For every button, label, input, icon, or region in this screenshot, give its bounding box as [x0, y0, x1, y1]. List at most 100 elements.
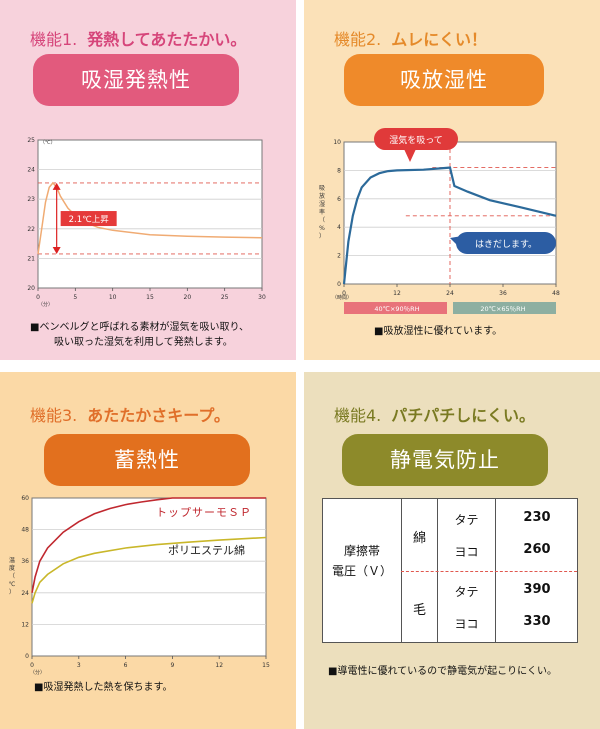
- x-unit-label: （分）: [38, 301, 53, 308]
- condition-bar-1: [344, 302, 447, 314]
- chart-1: 0 5 10 15 20 25 30 20 21 22 23 24 25 （℃） （分） 2.1℃上昇: [27, 137, 266, 308]
- annotation-label: 2.1℃上昇: [69, 215, 110, 225]
- y-axis-label-char: 度: [9, 564, 15, 572]
- y-tick-label: 6: [337, 196, 341, 203]
- panel-4-badge: 静電気防止: [342, 434, 548, 486]
- legend-label-top-thermo: トップサーモＳＰ: [156, 506, 252, 519]
- x-tick-label: 3: [77, 662, 81, 669]
- panel-2-note: ■吸放湿性に優れています。: [374, 324, 502, 339]
- panel-absorb-release: 機能2. ムレにくい！ 吸放湿性 0 12 24 36 48 0 2 4 6 8 10 吸放湿率（%）（…: [304, 0, 600, 360]
- y-tick-label: 8: [337, 167, 341, 174]
- panel-2-badge: 吸放湿性: [344, 54, 544, 106]
- panel-3-subtitle: あたたかさキープ。: [87, 406, 230, 425]
- table-value-wool-yoko: 330: [523, 614, 551, 629]
- panel-3-note: ■吸湿発熱した熱を保ちます。: [34, 680, 172, 695]
- panel-1-subtitle: 発熱してあたたかい。: [87, 30, 247, 49]
- x-tick-label: 0: [30, 662, 34, 669]
- y-axis-label-char: （: [9, 573, 15, 580]
- panel-2-heading: 機能2. ムレにくい！: [334, 26, 487, 50]
- y-unit-label: （℃）: [40, 140, 56, 146]
- x-tick-label: 0: [342, 290, 346, 297]
- table-material-cotton: 綿: [412, 531, 426, 546]
- table-row-header-line-2: 電圧（Ｖ）: [331, 564, 392, 578]
- bubble-absorb: [374, 128, 458, 150]
- y-tick-label: 12: [21, 621, 29, 628]
- panel-1-note-line-2: 吸い取った湿気を利用して発熱します。: [54, 337, 233, 348]
- x-tick-label: 25: [221, 294, 229, 301]
- x-tick-label: 10: [109, 294, 117, 301]
- table-row-header: 摩擦帯 電圧（Ｖ）: [323, 541, 401, 581]
- x-tick-label: 15: [146, 294, 154, 301]
- y-tick-label: 21: [27, 255, 35, 262]
- panel-1-note-line-1: ■ベンベルグと呼ばれる素材が湿気を吸い取り、: [30, 322, 250, 333]
- bubble-release-label: はきだします。: [475, 239, 537, 250]
- y-tick-label: 2: [337, 253, 341, 260]
- panel-1-label: 機能1.: [30, 30, 78, 49]
- x-tick-label: 6: [124, 662, 128, 669]
- x-tick-label: 12: [393, 290, 401, 297]
- y-axis-label-char: 湿: [319, 200, 325, 208]
- panel-4-label: 機能4.: [334, 406, 382, 425]
- y-axis-label-char: 放: [319, 192, 325, 200]
- y-tick-label: 0: [25, 653, 29, 660]
- table-col-divider-1: [401, 499, 402, 642]
- series-line-top-thermo: [31, 497, 266, 593]
- x-tick-label: 12: [215, 662, 223, 669]
- x-tick-label: 0: [36, 294, 40, 301]
- y-axis-label-char: ℃: [9, 581, 16, 588]
- panel-1-heading: 機能1. 発熱してあたたかい。: [30, 26, 246, 50]
- x-tick-label: 48: [552, 290, 560, 297]
- panel-4-note-line-1: ■導電性に優れているので静電気が起こりにくい。: [328, 666, 557, 677]
- panel-3-label: 機能3.: [30, 406, 78, 425]
- panel-moisture-heat: 機能1. 発熱してあたたかい。 吸湿発熱性 0 5 10 15 20 25 30 20 21 22 2…: [0, 0, 296, 360]
- x-unit-label: （分）: [30, 669, 45, 676]
- y-axis-label-char: ）: [9, 589, 15, 596]
- bubble-absorb-label: 湿気を吸って: [389, 134, 443, 146]
- table-row-header-line-1: 摩擦帯: [343, 544, 380, 558]
- table-value-wool-tate: 390: [523, 582, 551, 597]
- panel-2-note-line-1: ■吸放湿性に優れています。: [374, 326, 503, 337]
- y-axis-label-char: 率: [319, 208, 325, 216]
- x-tick-label: 20: [184, 294, 192, 301]
- y-axis-label-char: （: [319, 217, 325, 224]
- y-tick-label: 10: [333, 139, 341, 146]
- rise-arrow-head-down: [52, 246, 61, 254]
- bubble-release-tail: [450, 236, 462, 248]
- chart-2: 0 12 24 36 480246810吸放湿率（%）（時間）湿気を吸ってはきだします。…: [319, 128, 560, 314]
- y-tick-label: 22: [27, 226, 35, 233]
- y-tick-label: 24: [21, 590, 29, 597]
- bubble-release: [456, 232, 556, 254]
- table-material-wool: 毛: [412, 603, 426, 618]
- panel-2-subtitle: ムレにくい！: [391, 30, 487, 49]
- annotation-box: [60, 211, 117, 227]
- x-tick-label: 24: [446, 290, 454, 297]
- legend-label-poly-cotton: ポリエステル綿: [168, 543, 245, 557]
- x-tick-label: 5: [73, 294, 77, 301]
- panel-2-label: 機能2.: [334, 30, 382, 49]
- x-tick-label: 30: [258, 294, 266, 301]
- table-value-cotton-tate: 230: [523, 510, 551, 525]
- chart-3: 0 3 6 9 12 1501224364860温度（℃）（分）トップサーモＳＰポリエステ…: [9, 495, 270, 676]
- panel-3-note-line-1: ■吸湿発熱した熱を保ちます。: [34, 682, 173, 693]
- y-tick-label: 4: [337, 224, 341, 231]
- panel-1-badge: 吸湿発熱性: [33, 54, 239, 106]
- x-tick-label: 15: [262, 662, 270, 669]
- rise-arrow-head-up: [52, 182, 61, 190]
- panel-1-note: ■ベンベルグと呼ばれる素材が湿気を吸い取り、 吸い取った湿気を利用して発熱します…: [30, 320, 249, 350]
- table-dir-cotton-tate: タテ: [454, 513, 479, 527]
- y-tick-label: 48: [21, 527, 29, 534]
- y-tick-label: 25: [27, 137, 35, 144]
- panel-4-note: ■導電性に優れているので静電気が起こりにくい。: [328, 664, 557, 679]
- plot-area: [31, 497, 267, 657]
- bubble-absorb-tail: [404, 149, 416, 162]
- y-axis-label-char: 温: [9, 556, 15, 564]
- condition-bar-2: [453, 302, 556, 314]
- y-tick-label: 36: [21, 558, 29, 565]
- table-group-divider: [401, 571, 577, 572]
- panel-4-subtitle: パチパチしにくい。: [391, 406, 535, 425]
- condition-label-1: 40℃×90％RH: [374, 305, 419, 313]
- condition-label-2: 20℃×65％RH: [480, 305, 525, 313]
- series-line-poly-cotton: [31, 536, 267, 604]
- table-value-cotton-yoko: 260: [523, 542, 551, 557]
- series-line: [342, 166, 557, 285]
